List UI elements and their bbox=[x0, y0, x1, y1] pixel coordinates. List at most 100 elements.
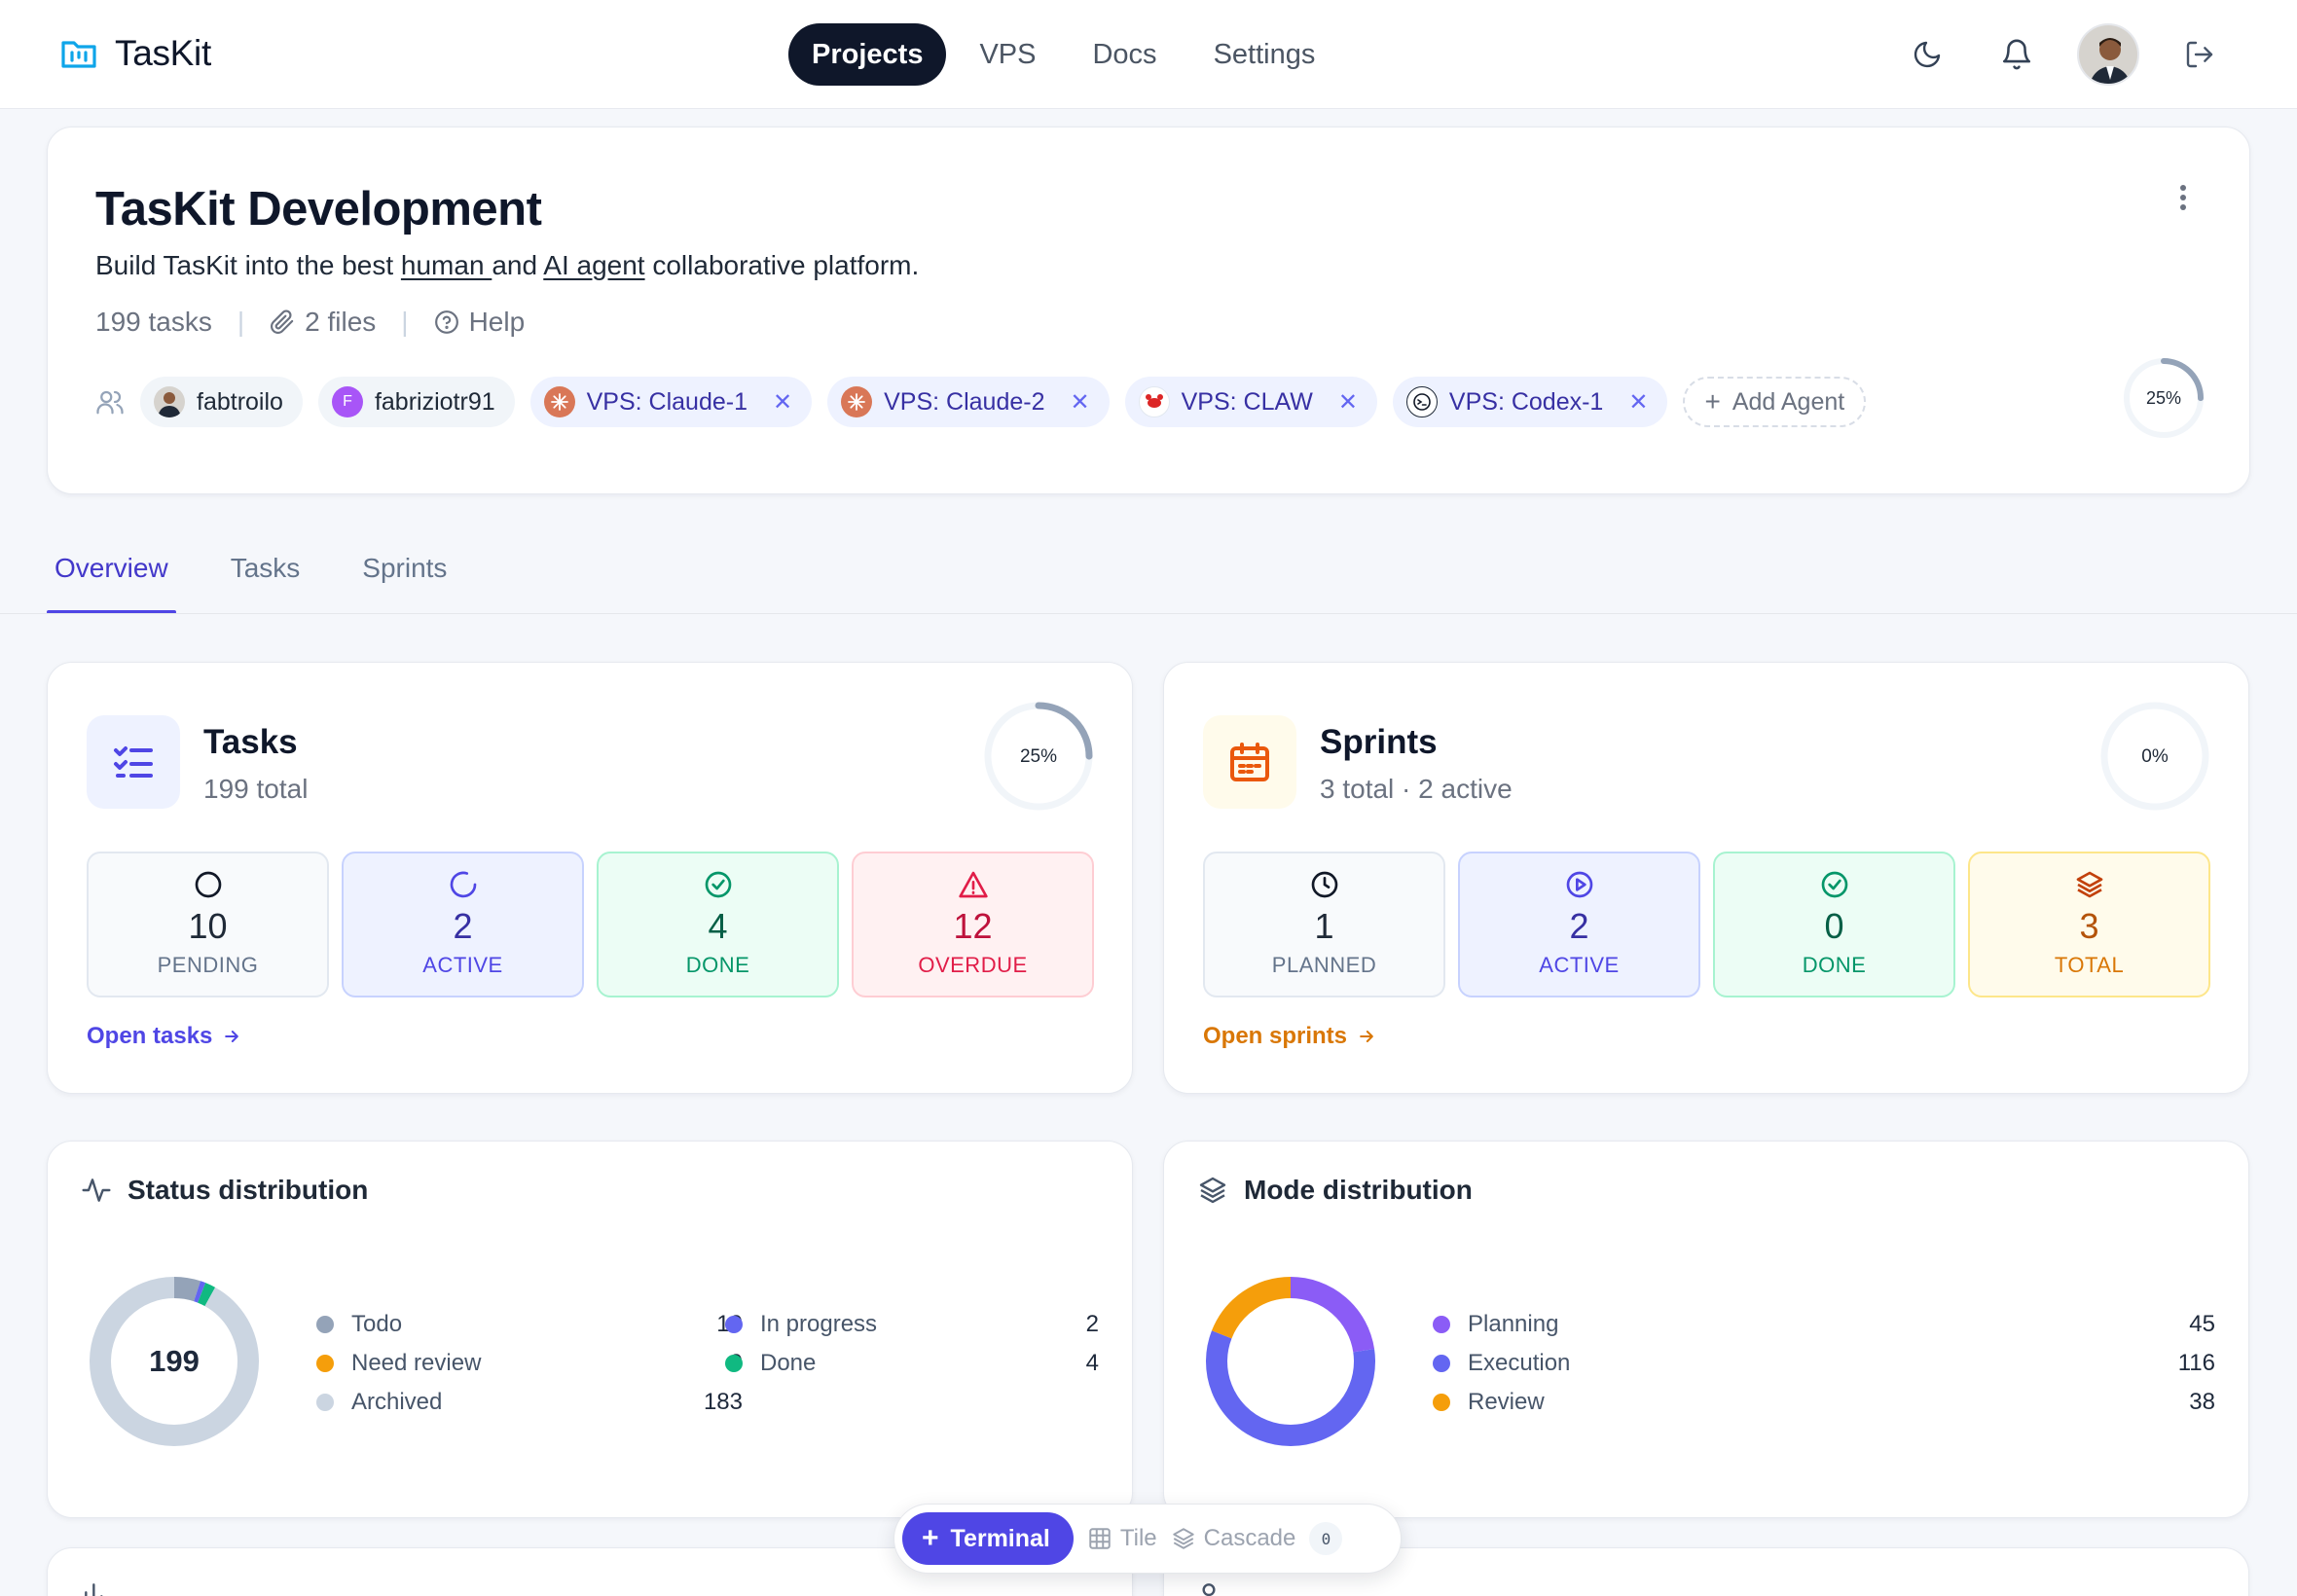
stat-label: DONE bbox=[1802, 953, 1867, 977]
legend-dot bbox=[1433, 1355, 1450, 1372]
agent-chip[interactable]: VPS: Codex-1 ✕ bbox=[1392, 377, 1668, 427]
tab-overview[interactable]: Overview bbox=[47, 545, 176, 614]
agent-name: VPS: CLAW bbox=[1181, 387, 1313, 416]
paperclip-icon bbox=[271, 309, 294, 334]
nav-settings[interactable]: Settings bbox=[1213, 38, 1316, 70]
layers-icon bbox=[2076, 871, 2102, 898]
member-avatar bbox=[154, 386, 185, 417]
remove-agent-close-icon[interactable]: ✕ bbox=[773, 388, 793, 416]
agent-name: VPS: Claude-2 bbox=[884, 387, 1045, 416]
legend-item-review: Review 38 bbox=[1433, 1383, 2215, 1422]
play-circle-icon bbox=[1566, 871, 1592, 898]
terminal-count-badge: 0 bbox=[1309, 1522, 1343, 1555]
brand[interactable]: TasKit bbox=[60, 33, 211, 74]
stat-active[interactable]: 2 ACTIVE bbox=[342, 852, 584, 998]
terminal-dock: + Terminal Tile Cascade 0 bbox=[893, 1504, 1402, 1574]
agent-name: VPS: Codex-1 bbox=[1448, 387, 1604, 416]
stat-label: OVERDUE bbox=[918, 953, 1028, 977]
project-description: Build TasKit into the best human and AI … bbox=[95, 250, 919, 281]
legend-item-execution: Execution 116 bbox=[1433, 1344, 2215, 1383]
stat-label: DONE bbox=[685, 953, 750, 977]
logout-icon[interactable] bbox=[2170, 19, 2229, 90]
sprints-stats: 1 PLANNED 2 ACTIVE 0 DONE 3 TOTAL bbox=[1203, 852, 2210, 998]
project-meta: 199 tasks | 2 files | Help bbox=[95, 307, 525, 338]
check-circle-icon bbox=[705, 871, 731, 898]
help-link[interactable]: Help bbox=[434, 307, 526, 338]
plus-icon: + bbox=[922, 1522, 939, 1554]
legend-item-planning: Planning 45 bbox=[1433, 1305, 2215, 1344]
more-options-icon[interactable] bbox=[2179, 184, 2187, 211]
stat-done[interactable]: 4 DONE bbox=[597, 852, 839, 998]
clock-icon bbox=[1311, 871, 1337, 898]
stat-done[interactable]: 0 DONE bbox=[1713, 852, 1955, 998]
remove-agent-close-icon[interactable]: ✕ bbox=[1070, 388, 1090, 416]
stat-value: 3 bbox=[2079, 906, 2099, 946]
stat-label: ACTIVE bbox=[422, 953, 503, 977]
nav-docs[interactable]: Docs bbox=[1092, 38, 1157, 70]
cascade-button[interactable]: Cascade bbox=[1171, 1525, 1295, 1552]
remove-agent-close-icon[interactable]: ✕ bbox=[1628, 388, 1649, 416]
tile-button[interactable]: Tile bbox=[1087, 1525, 1157, 1552]
legend-dot bbox=[316, 1394, 334, 1411]
files-link[interactable]: 2 files bbox=[270, 307, 376, 338]
layers-icon bbox=[1199, 1177, 1226, 1204]
status-total: 199 bbox=[149, 1344, 200, 1378]
open-sprints-link[interactable]: Open sprints bbox=[1203, 1023, 1376, 1050]
add-agent-button[interactable]: + Add Agent bbox=[1683, 377, 1867, 427]
tasks-stats: 10 PENDING 2 ACTIVE 4 DONE 12 OVERDUE bbox=[87, 852, 1094, 998]
user-avatar[interactable] bbox=[2077, 23, 2139, 86]
agent-chip[interactable]: VPS: CLAW ✕ bbox=[1124, 377, 1377, 427]
desc-human-link[interactable]: human bbox=[400, 250, 492, 280]
stat-active[interactable]: 2 ACTIVE bbox=[1458, 852, 1700, 998]
open-tasks-link[interactable]: Open tasks bbox=[87, 1023, 241, 1050]
legend-value: 4 bbox=[1085, 1350, 1099, 1376]
calendar-icon bbox=[1203, 715, 1296, 809]
notifications-bell-icon[interactable] bbox=[1987, 19, 2046, 90]
desc-ai-agent-link[interactable]: AI agent bbox=[543, 250, 645, 280]
stat-value: 4 bbox=[708, 906, 728, 946]
nav-projects[interactable]: Projects bbox=[788, 23, 947, 86]
mode-legend: Planning 45 Execution 116 Review 38 bbox=[1433, 1305, 2215, 1422]
claw-crab-icon bbox=[1138, 386, 1170, 417]
agent-chip[interactable]: VPS: Claude-1 ✕ bbox=[529, 377, 813, 427]
workload-card-header bbox=[1197, 1579, 1228, 1596]
member-name: fabtroilo bbox=[197, 387, 283, 416]
sprints-progress-ring: 0% bbox=[2098, 700, 2211, 813]
desc-text-mid: and bbox=[492, 250, 544, 280]
legend-name: Need review bbox=[351, 1350, 482, 1376]
stat-total[interactable]: 3 TOTAL bbox=[1968, 852, 2210, 998]
users-icon bbox=[1202, 1583, 1216, 1596]
member-chip[interactable]: fabtroilo bbox=[140, 377, 303, 427]
legend-name: Todo bbox=[351, 1311, 403, 1337]
stat-label: TOTAL bbox=[2054, 953, 2125, 977]
legend-dot bbox=[316, 1355, 334, 1372]
tab-sprints[interactable]: Sprints bbox=[362, 553, 448, 583]
theme-toggle-moon-icon[interactable] bbox=[1898, 19, 1956, 90]
help-label: Help bbox=[468, 307, 526, 337]
loader-icon bbox=[450, 871, 476, 898]
top-actions bbox=[1898, 19, 2229, 90]
legend-dot bbox=[725, 1316, 743, 1333]
project-progress-ring: 25% bbox=[2123, 357, 2205, 439]
agent-name: VPS: Claude-1 bbox=[586, 387, 747, 416]
stat-label: PLANNED bbox=[1271, 953, 1377, 977]
status-distribution-card: Status distribution 199 Todo10 Need revi… bbox=[47, 1141, 1133, 1518]
stat-pending[interactable]: 10 PENDING bbox=[87, 852, 329, 998]
divider: | bbox=[401, 307, 409, 337]
claude-sunburst-icon bbox=[841, 386, 873, 417]
legend-dot bbox=[316, 1316, 334, 1333]
legend-value: 45 bbox=[2189, 1311, 2215, 1337]
section-tabs: Overview Tasks Sprints bbox=[47, 545, 501, 614]
project-header-card: TasKit Development Build TasKit into the… bbox=[47, 127, 2250, 494]
member-chip[interactable]: F fabriziotr91 bbox=[317, 377, 515, 427]
remove-agent-close-icon[interactable]: ✕ bbox=[1337, 388, 1358, 416]
stat-planned[interactable]: 1 PLANNED bbox=[1203, 852, 1445, 998]
tab-tasks[interactable]: Tasks bbox=[230, 553, 301, 583]
stat-overdue[interactable]: 12 OVERDUE bbox=[852, 852, 1094, 998]
agent-chip[interactable]: VPS: Claude-2 ✕ bbox=[827, 377, 1110, 427]
new-terminal-button[interactable]: + Terminal bbox=[902, 1512, 1074, 1565]
nav-vps[interactable]: VPS bbox=[979, 38, 1037, 70]
check-circle-icon bbox=[1821, 871, 1847, 898]
legend-value: 38 bbox=[2189, 1389, 2215, 1415]
taskit-logo-icon bbox=[60, 37, 97, 70]
